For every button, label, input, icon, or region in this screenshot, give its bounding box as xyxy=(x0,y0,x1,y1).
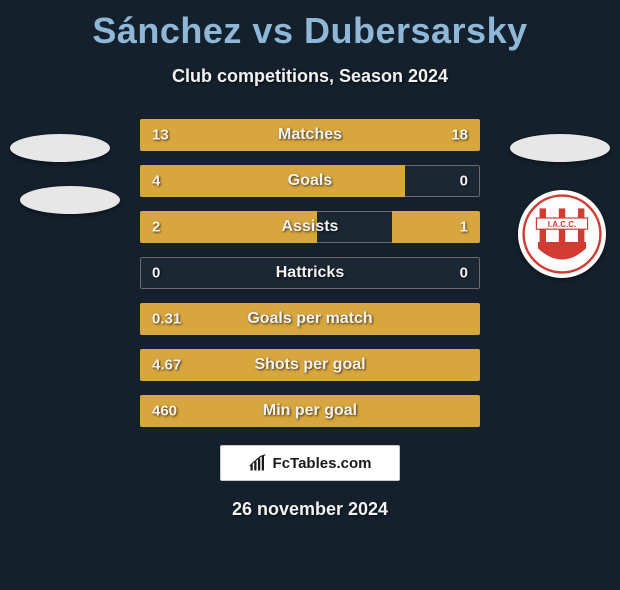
player-right-club-badge: I.A.C.C. xyxy=(518,190,606,278)
shield-icon: I.A.C.C. xyxy=(522,194,602,274)
stat-fill-right xyxy=(392,211,480,243)
stat-fill-left xyxy=(140,211,317,243)
brand-badge: FcTables.com xyxy=(220,445,400,481)
stat-row: Goals40 xyxy=(140,165,480,197)
page-subtitle: Club competitions, Season 2024 xyxy=(0,66,620,87)
club-badge-text: I.A.C.C. xyxy=(548,220,576,229)
stat-row: Shots per goal4.67 xyxy=(140,349,480,381)
stat-row: Min per goal460 xyxy=(140,395,480,427)
stat-fill-left xyxy=(140,119,283,151)
player-left-club-avatar xyxy=(20,186,120,214)
stats-list: Matches1318 Goals40 Assists21 Hattricks00 Go… xyxy=(140,119,480,427)
stat-row: Assists21 xyxy=(140,211,480,243)
stat-fill-left xyxy=(140,349,480,381)
footer-date: 26 november 2024 xyxy=(0,499,620,520)
stat-row: Goals per match0.31 xyxy=(140,303,480,335)
brand-text: FcTables.com xyxy=(273,455,372,472)
chart-icon xyxy=(249,454,267,472)
stat-fill-left xyxy=(140,303,480,335)
player-left-avatar xyxy=(10,134,110,162)
player-right-avatar xyxy=(510,134,610,162)
stat-row: Hattricks00 xyxy=(140,257,480,289)
stat-fill-left xyxy=(140,165,405,197)
stat-fill-right xyxy=(283,119,480,151)
stat-fill-left xyxy=(140,395,480,427)
stat-row: Matches1318 xyxy=(140,119,480,151)
page-title: Sánchez vs Dubersarsky xyxy=(0,10,620,52)
